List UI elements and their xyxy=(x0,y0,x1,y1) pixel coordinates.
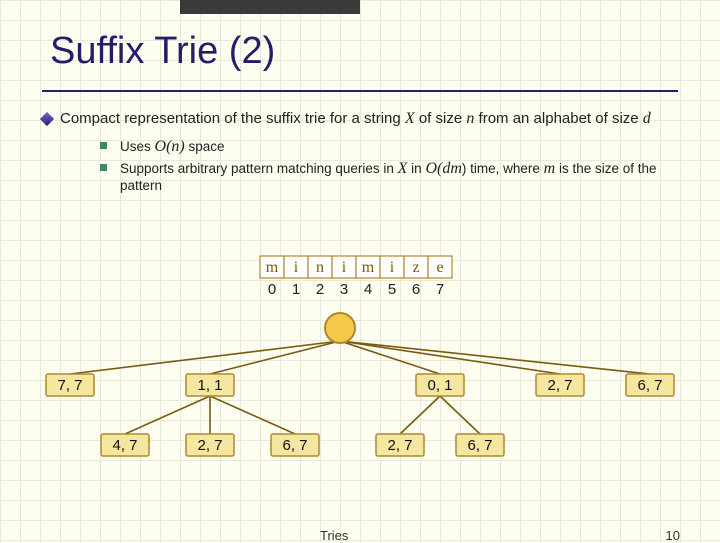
footer-page-number: 10 xyxy=(666,528,680,543)
tree-edge xyxy=(340,341,650,374)
var-d: d xyxy=(643,110,651,127)
title-underline xyxy=(42,90,678,92)
sub2-post1: ) time, where xyxy=(462,161,544,176)
tree-node-label: 6, 7 xyxy=(467,437,492,454)
string-letter: i xyxy=(342,259,347,276)
var-X: X xyxy=(405,110,415,127)
sub1-pre: Uses xyxy=(120,139,155,154)
diamond-bullet-icon xyxy=(40,112,54,126)
suffix-trie-svg: m0i1n2i3m4i5z6e77, 71, 14, 72, 76, 70, 1… xyxy=(0,250,720,500)
tree-node-label: 0, 1 xyxy=(427,377,452,394)
string-letter: m xyxy=(266,259,279,276)
footer-center: Tries xyxy=(320,528,348,543)
sub2-X: X xyxy=(398,160,408,177)
string-letter: i xyxy=(294,259,299,276)
string-letter: n xyxy=(316,259,324,276)
sub2-pre: Supports arbitrary pattern matching quer… xyxy=(120,161,398,176)
tree-root xyxy=(325,313,355,343)
string-letter: z xyxy=(412,259,419,276)
string-index: 3 xyxy=(340,281,348,298)
tree-node-label: 7, 7 xyxy=(57,377,82,394)
sub-item-1: Uses O(n) space xyxy=(100,138,680,156)
string-index: 6 xyxy=(412,281,420,298)
sub2-in: in xyxy=(407,161,425,176)
tree-node-label: 2, 7 xyxy=(547,377,572,394)
diagram-area: m0i1n2i3m4i5z6e77, 71, 14, 72, 76, 70, 1… xyxy=(0,250,720,500)
sub2-O: O xyxy=(425,160,437,177)
slide-title: Suffix Trie (2) xyxy=(50,30,275,73)
main-pre: Compact representation of the suffix tri… xyxy=(60,110,405,127)
string-index: 0 xyxy=(268,281,276,298)
main-point-text: Compact representation of the suffix tri… xyxy=(60,110,651,127)
tree-node-label: 4, 7 xyxy=(112,437,137,454)
tree-edge xyxy=(210,396,295,434)
tree-node-label: 2, 7 xyxy=(197,437,222,454)
body-text: Compact representation of the suffix tri… xyxy=(60,110,680,197)
string-index: 2 xyxy=(316,281,324,298)
tree-edge xyxy=(70,341,340,374)
sub2-dm: dm xyxy=(442,160,462,177)
tree-node-label: 6, 7 xyxy=(637,377,662,394)
tree-node-label: 1, 1 xyxy=(197,377,222,394)
square-bullet-icon xyxy=(100,164,107,171)
sub1-O: O xyxy=(155,138,167,155)
tree-edge xyxy=(210,341,340,374)
tree-node-label: 2, 7 xyxy=(387,437,412,454)
tree-edge xyxy=(400,396,440,434)
top-accent-bar xyxy=(180,0,360,14)
tree-node-label: 6, 7 xyxy=(282,437,307,454)
tree-edge xyxy=(440,396,480,434)
sub-item-2: Supports arbitrary pattern matching quer… xyxy=(100,160,680,193)
tree-edge xyxy=(340,341,560,374)
string-index: 5 xyxy=(388,281,396,298)
string-letter: m xyxy=(362,259,375,276)
string-index: 7 xyxy=(436,281,444,298)
sub1-post: space xyxy=(185,139,225,154)
string-letter: i xyxy=(390,259,395,276)
main-mid1: of size xyxy=(415,110,467,127)
sub-list: Uses O(n) space Supports arbitrary patte… xyxy=(100,138,680,193)
sub2-m: m xyxy=(544,160,556,177)
string-letter: e xyxy=(436,259,443,276)
string-index: 1 xyxy=(292,281,300,298)
main-mid2: from an alphabet of size xyxy=(474,110,642,127)
string-index: 4 xyxy=(364,281,372,298)
square-bullet-icon xyxy=(100,142,107,149)
tree-edge xyxy=(125,396,210,434)
